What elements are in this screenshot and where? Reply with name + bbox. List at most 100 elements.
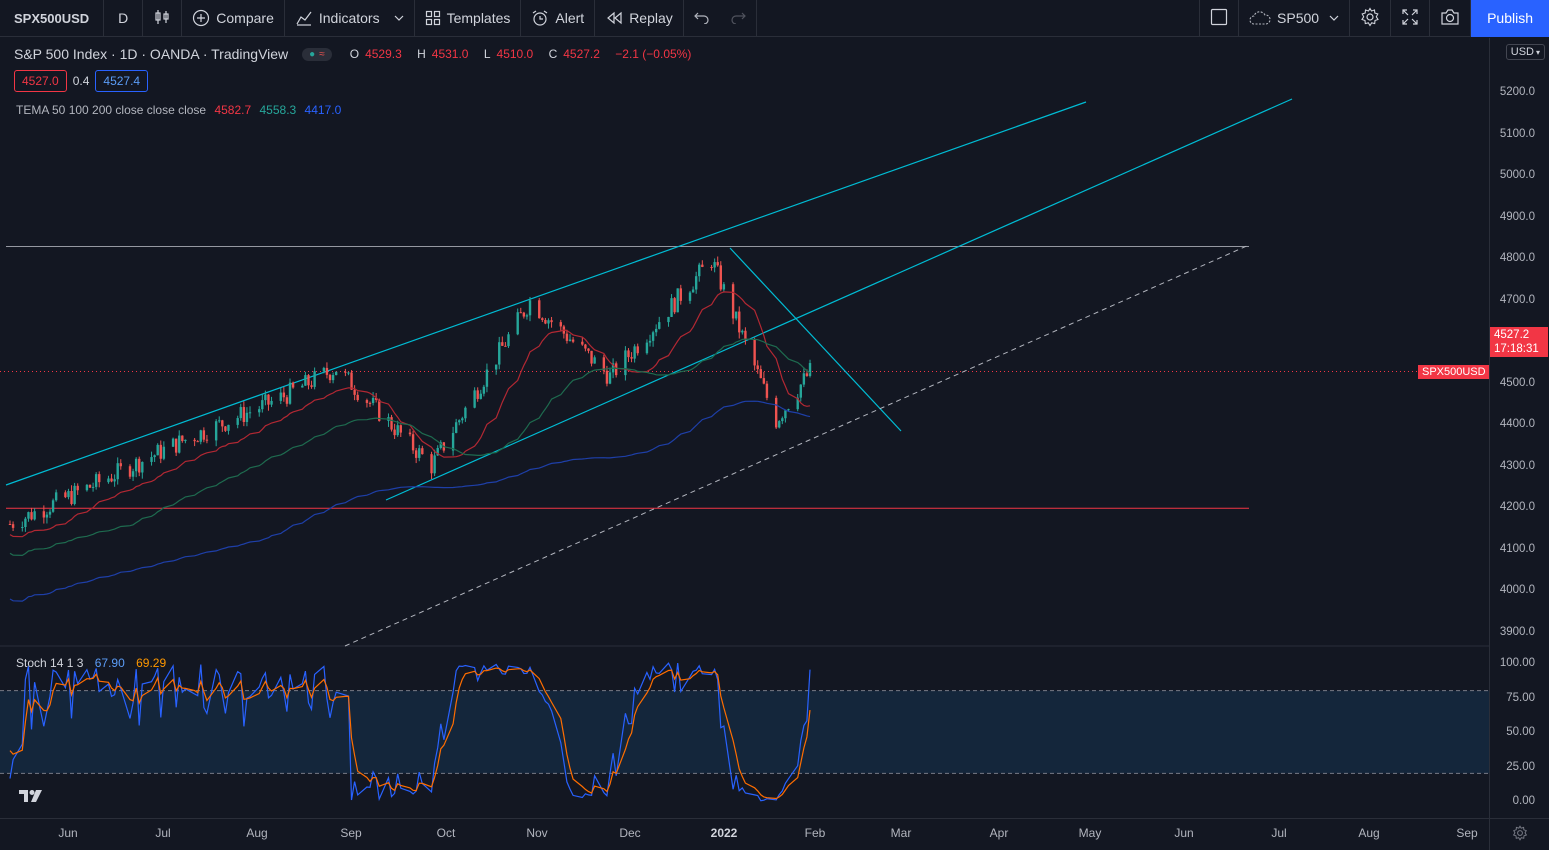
market-status-pill[interactable]: ● ≈ — [302, 47, 332, 61]
candle-body — [458, 420, 461, 423]
price-tick: 4200.0 — [1499, 501, 1535, 514]
chart-canvas[interactable] — [0, 38, 1489, 818]
candle-body — [436, 447, 439, 456]
candle-body — [636, 346, 639, 354]
candle-body — [196, 441, 199, 443]
candle-body — [291, 382, 295, 388]
price-axis[interactable]: USD ▾ 5200.0 5100.0 5000.0 4900.0 4800.0 4700.… — [1489, 38, 1549, 818]
price-tick: 5000.0 — [1499, 169, 1535, 182]
axis-settings-button[interactable] — [1489, 818, 1549, 850]
replay-button[interactable]: Replay — [595, 0, 684, 37]
templates-button[interactable]: Templates — [415, 0, 522, 37]
candle-body — [525, 315, 529, 317]
time-tick: Sep — [1456, 826, 1478, 840]
candle-body — [171, 438, 175, 447]
series-title[interactable]: S&P 500 Index · 1D · OANDA · TradingView — [14, 46, 289, 62]
time-tick: Sep — [340, 826, 362, 840]
candle-body — [528, 300, 532, 316]
layout-menu-button[interactable]: SP500 — [1239, 0, 1351, 37]
candle-body — [98, 474, 101, 483]
candle-body — [248, 412, 252, 414]
time-axis[interactable]: Jun Jul Aug Sep Oct Nov Dec 2022 Feb Mar Apr May Jun… — [0, 818, 1489, 850]
candle-body — [393, 429, 396, 436]
square-icon — [1210, 8, 1228, 29]
symbol-search-button[interactable]: SPX500USD — [0, 0, 105, 37]
candle-body — [48, 511, 52, 515]
compare-button[interactable]: Compare — [182, 0, 285, 37]
indicators-icon — [295, 9, 313, 27]
candle-body — [264, 394, 267, 401]
interval-button[interactable]: D — [104, 0, 144, 37]
chart-pane[interactable]: S&P 500 Index · 1D · OANDA · TradingView… — [0, 38, 1490, 818]
bid-ask-panel: 4527.0 0.4 4527.4 — [14, 70, 149, 92]
low-value: 4510.0 — [496, 47, 534, 61]
undo-button[interactable] — [684, 0, 720, 37]
indicators-button[interactable]: Indicators — [285, 0, 415, 37]
candle-body — [156, 444, 159, 456]
candle-body — [565, 333, 569, 341]
wave-icon: ≈ — [319, 48, 325, 60]
candle-body — [239, 407, 242, 419]
candle-body — [261, 400, 264, 410]
rewind-icon — [605, 11, 623, 25]
candle-body — [476, 390, 479, 399]
candle-body — [734, 311, 738, 319]
candle-body — [344, 371, 347, 373]
candle-body — [679, 288, 682, 301]
candle-body — [411, 434, 415, 451]
time-tick: 2022 — [710, 826, 738, 840]
candle-body — [799, 384, 802, 398]
candle-body — [498, 342, 501, 365]
candle-body — [236, 418, 239, 425]
select-layout-button[interactable] — [1199, 0, 1240, 37]
tema-legend[interactable]: TEMA 50 100 200 close close close 4582.7… — [16, 103, 341, 117]
candle-body — [107, 478, 110, 483]
stoch-tick: 75.00 — [1506, 691, 1535, 704]
chart-style-button[interactable] — [143, 0, 183, 37]
candle-body — [473, 390, 476, 408]
alert-button[interactable]: Alert — [521, 0, 596, 37]
candle-body — [808, 363, 812, 376]
candle-body — [762, 378, 766, 384]
price-tick: 4900.0 — [1499, 210, 1535, 223]
redo-button[interactable] — [720, 0, 757, 37]
bar-countdown: 17:18:31 — [1494, 343, 1539, 355]
sell-price-button[interactable]: 4527.0 — [14, 70, 67, 92]
time-tick: Mar — [890, 826, 912, 840]
candle-body — [741, 330, 744, 333]
settings-button[interactable] — [1350, 0, 1392, 37]
candle-body — [116, 463, 119, 480]
candle-body — [221, 420, 224, 427]
candle-body — [138, 458, 141, 473]
close-value: 4527.2 — [563, 47, 600, 61]
price-tick: 5100.0 — [1499, 127, 1535, 140]
buy-price-button[interactable]: 4527.4 — [95, 70, 149, 92]
candle-body — [796, 397, 799, 410]
candle-body — [399, 425, 402, 433]
candles-icon — [153, 8, 171, 29]
fullscreen-button[interactable] — [1391, 0, 1431, 37]
undo-icon — [693, 10, 710, 27]
snapshot-button[interactable] — [1430, 0, 1472, 37]
change-value: −2.1 (−0.05%) — [615, 47, 692, 61]
candle-body — [774, 397, 778, 428]
time-tick: May — [1078, 826, 1102, 840]
tema-label: TEMA 50 100 200 close close close — [16, 103, 207, 117]
stoch-legend[interactable]: Stoch 14 1 3 67.90 69.29 — [16, 656, 166, 670]
candle-body — [504, 345, 507, 347]
candle-body — [584, 344, 587, 349]
candle-body — [174, 438, 178, 453]
price-tick: 4300.0 — [1499, 459, 1535, 472]
tradingview-logo[interactable] — [18, 788, 44, 807]
price-tick: 4500.0 — [1499, 376, 1535, 389]
ohlc-values: O 4529.3 H 4531.0 L 4510.0 C 4527.2 −2.1 (−0… — [350, 47, 698, 61]
candle-body — [676, 288, 679, 313]
dashed-trendline — [344, 244, 1250, 647]
candle-body — [24, 518, 27, 528]
candle-body — [131, 471, 135, 477]
currency-label: USD — [1510, 46, 1534, 58]
publish-button[interactable]: Publish — [1471, 0, 1549, 37]
currency-button[interactable]: USD ▾ — [1505, 44, 1545, 60]
candle-body — [421, 448, 424, 455]
candle-body — [325, 367, 329, 375]
